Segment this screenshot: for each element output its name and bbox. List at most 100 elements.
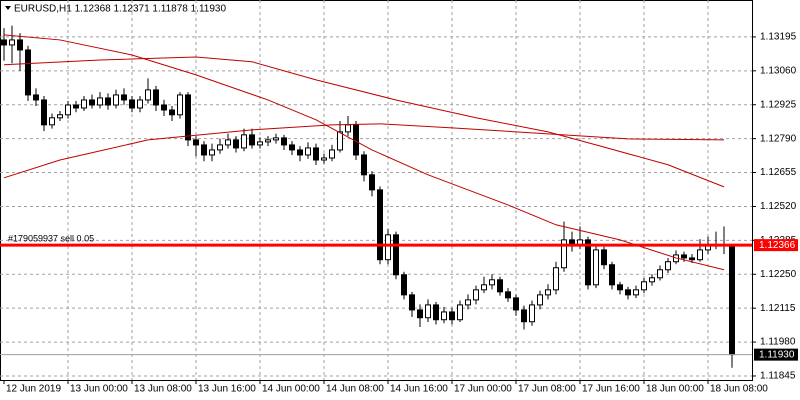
candle-body — [41, 99, 47, 126]
candle-body — [593, 249, 599, 286]
candle-body — [265, 139, 271, 143]
candle-body — [441, 311, 447, 321]
y-tick-label: 1.12115 — [760, 303, 796, 314]
candle-body — [385, 234, 391, 261]
candle-body — [73, 104, 79, 109]
candle-body — [457, 304, 463, 321]
candle-body — [409, 294, 415, 311]
y-tick-label: 1.12655 — [760, 167, 797, 178]
menu-arrow[interactable] — [5, 6, 11, 10]
candle-body — [481, 284, 487, 291]
candle-body — [209, 149, 215, 156]
candle-body — [433, 304, 439, 321]
y-tick-label: 1.12250 — [760, 269, 797, 280]
x-tick-label: 17 Jun 08:00 — [518, 384, 576, 395]
candle-body — [473, 289, 479, 301]
x-tick-label: 18 Jun 00:00 — [646, 384, 704, 395]
x-tick-label: 17 Jun 16:00 — [582, 384, 640, 395]
candle-body — [129, 99, 135, 109]
candle-body — [697, 249, 703, 261]
candle-body — [297, 149, 303, 156]
y-tick-label: 1.13195 — [760, 32, 797, 43]
candle-body — [633, 289, 639, 296]
candle-body — [417, 309, 423, 319]
plot-frame — [0, 0, 753, 381]
x-tick-label: 13 Jun 08:00 — [134, 384, 192, 395]
candle-body — [489, 279, 495, 286]
candle-body — [329, 149, 335, 159]
y-tick-label: 1.12925 — [760, 99, 797, 110]
candle-body — [337, 131, 343, 151]
candle-body — [553, 267, 559, 291]
chart-title: EURUSD,H1 1.12368 1.12371 1.11878 1.1193… — [14, 4, 226, 15]
candle-body — [313, 147, 319, 161]
y-tick-label: 1.11845 — [760, 371, 796, 382]
candle-body — [665, 261, 671, 271]
candle-body — [649, 277, 655, 283]
candle-body — [281, 137, 287, 146]
candle-body — [217, 144, 223, 151]
x-tick-label: 18 Jun 08:00 — [710, 384, 768, 395]
candle-body — [561, 239, 567, 269]
y-tick-label: 1.12520 — [760, 201, 797, 212]
candle-body — [193, 139, 199, 146]
bid-price-box — [754, 348, 798, 361]
candle-body — [57, 114, 63, 119]
candle-body — [257, 141, 263, 146]
candle-body — [585, 239, 591, 286]
candle-body — [185, 94, 191, 141]
candle-body — [177, 94, 183, 116]
candle-body — [537, 294, 543, 306]
candle-body — [617, 284, 623, 291]
candle-body — [529, 304, 535, 323]
candle-body — [601, 249, 607, 266]
x-tick-label: 14 Jun 00:00 — [262, 384, 320, 395]
candle-body — [377, 189, 383, 261]
candle-body — [305, 147, 311, 156]
candle-body — [49, 117, 55, 126]
moving-average — [3, 56, 725, 188]
candle-body — [249, 134, 255, 146]
candle-body — [345, 124, 351, 133]
candle-body — [393, 234, 399, 276]
order-label: #179059937 sell 0.05 — [8, 234, 94, 244]
x-tick-label: 14 Jun 16:00 — [390, 384, 448, 395]
candle-body — [625, 289, 631, 296]
candle-body — [161, 104, 167, 111]
candle-body — [145, 89, 151, 101]
candle-body — [225, 139, 231, 146]
candle-body — [241, 134, 247, 149]
candle-body — [89, 99, 95, 106]
bid-price-label: 1.11930 — [759, 349, 795, 360]
candle-body — [657, 269, 663, 279]
candle-body — [505, 291, 511, 299]
candle-body — [9, 39, 15, 46]
candle-body — [81, 99, 87, 109]
candle-body — [361, 154, 367, 176]
candle-body — [169, 109, 175, 116]
candle-body — [65, 104, 71, 116]
y-tick-label: 1.13060 — [760, 65, 797, 76]
candle-body — [201, 144, 207, 156]
candle-body — [681, 254, 687, 259]
candle-body — [369, 174, 375, 191]
candle-body — [113, 94, 119, 106]
moving-average — [3, 34, 725, 271]
candle-body — [609, 264, 615, 286]
x-tick-label: 17 Jun 00:00 — [454, 384, 512, 395]
moving-average — [3, 123, 725, 179]
candle-body — [641, 281, 647, 291]
candle-body — [689, 257, 695, 261]
candle-body — [33, 94, 39, 101]
candle-body — [273, 137, 279, 141]
candle-body — [137, 99, 143, 109]
y-tick-label: 1.12790 — [760, 133, 797, 144]
candle-body — [121, 94, 127, 101]
candle-body — [513, 297, 519, 311]
candle-body — [1, 39, 7, 46]
candle-body — [465, 299, 471, 306]
candle-body — [425, 304, 431, 319]
candle-body — [321, 157, 327, 161]
candle-body — [401, 274, 407, 296]
